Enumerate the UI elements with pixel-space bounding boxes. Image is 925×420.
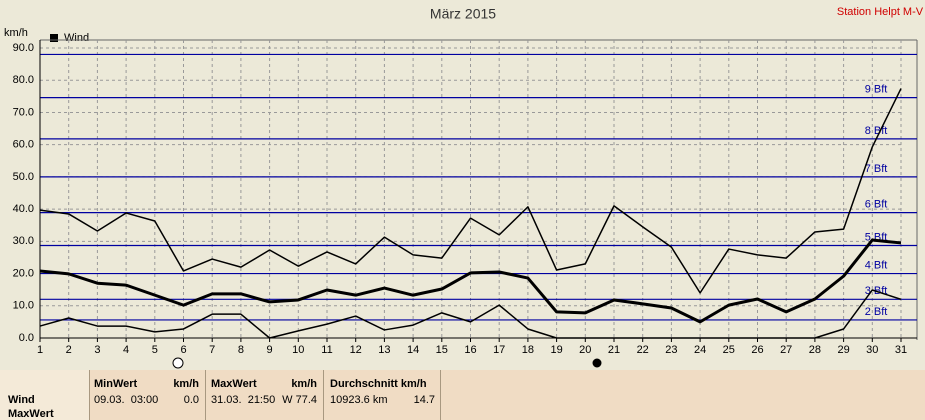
x-tick-label: 26 — [751, 344, 763, 356]
x-tick-label: 28 — [809, 344, 821, 356]
x-tick-label: 9 — [267, 344, 273, 356]
y-tick-label: 50.0 — [13, 171, 34, 183]
x-tick-label: 11 — [321, 344, 332, 356]
x-tick-label: 21 — [608, 344, 620, 356]
y-tick-label: 70.0 — [13, 106, 34, 118]
legend-label: Wind — [64, 32, 89, 44]
x-tick-label: 7 — [209, 344, 215, 356]
x-tick-label: 25 — [723, 344, 735, 356]
x-tick-label: 18 — [522, 344, 534, 356]
x-tick-label: 8 — [238, 344, 244, 356]
y-tick-label: 80.0 — [13, 74, 34, 86]
y-tick-label: 40.0 — [13, 203, 34, 215]
beaufort-label: 9 Bft — [865, 84, 888, 96]
row-header-bg — [0, 370, 89, 420]
y-unit: km/h — [4, 27, 28, 39]
series-line — [39, 289, 902, 339]
table-cell: 09.03. 03:00 — [94, 394, 159, 406]
column-divider — [89, 370, 90, 420]
table-cell: MaxWert — [211, 378, 257, 390]
table-cell: 14.7 — [413, 394, 435, 406]
y-tick-label: 60.0 — [13, 139, 34, 151]
summary-table: MinWert km/h MaxWert km/h Durchschnitt km/h W… — [0, 370, 925, 420]
x-tick-label: 19 — [550, 344, 562, 356]
x-tick-label: 3 — [94, 344, 100, 356]
beaufort-label: 2 Bft — [865, 306, 888, 318]
x-tick-label: 30 — [866, 344, 878, 356]
table-cell: 31.03. 21:50 — [211, 394, 276, 406]
x-tick-label: 20 — [579, 344, 591, 356]
x-tick-label: 1 — [37, 344, 43, 356]
table-cell: km/h — [173, 378, 199, 390]
table-cell: km/h — [291, 378, 317, 390]
x-tick-label: 29 — [837, 344, 849, 356]
y-tick-label: 30.0 — [13, 235, 34, 247]
x-tick-label: 24 — [694, 344, 706, 356]
series-line — [39, 88, 902, 294]
x-tick-label: 12 — [350, 344, 362, 356]
column-divider — [205, 370, 206, 420]
y-tick-label: 20.0 — [13, 267, 34, 279]
column-divider — [440, 370, 441, 420]
legend-swatch — [50, 34, 58, 42]
x-tick-label: 15 — [436, 344, 448, 356]
column-divider — [323, 370, 324, 420]
x-tick-label: 23 — [665, 344, 677, 356]
x-tick-label: 17 — [493, 344, 505, 356]
moon-full — [172, 357, 184, 369]
x-tick-label: 22 — [637, 344, 649, 356]
table-cell: MaxWert — [8, 408, 54, 420]
x-tick-label: 4 — [123, 344, 129, 356]
y-tick-label: 0.0 — [19, 332, 34, 344]
x-tick-label: 14 — [407, 344, 419, 356]
x-tick-label: 31 — [895, 344, 907, 356]
series-line — [39, 238, 902, 324]
x-tick-label: 10 — [292, 344, 304, 356]
x-tick-label: 13 — [378, 344, 390, 356]
y-tick-label: 90.0 — [13, 42, 34, 54]
moon-new — [592, 358, 602, 368]
table-cell: W 77.4 — [282, 394, 317, 406]
beaufort-label: 7 Bft — [865, 163, 888, 175]
x-tick-label: 6 — [180, 344, 186, 356]
table-cell: Durchschnitt km/h — [330, 378, 427, 390]
y-tick-label: 10.0 — [13, 300, 34, 312]
table-cell: Wind — [8, 394, 35, 406]
x-tick-label: 5 — [152, 344, 158, 356]
station-name: Station Helpt M-V — [837, 6, 924, 18]
beaufort-label: 6 Bft — [865, 199, 888, 211]
beaufort-label: 8 Bft — [865, 125, 888, 137]
x-tick-label: 27 — [780, 344, 792, 356]
x-tick-label: 2 — [66, 344, 72, 356]
table-cell: 0.0 — [183, 394, 199, 406]
x-tick-label: 16 — [464, 344, 476, 356]
table-cell: 10923.6 km — [330, 394, 388, 406]
beaufort-label: 4 Bft — [865, 259, 888, 271]
chart-title: März 2015 — [430, 6, 496, 22]
table-cell: MinWert — [94, 378, 138, 390]
